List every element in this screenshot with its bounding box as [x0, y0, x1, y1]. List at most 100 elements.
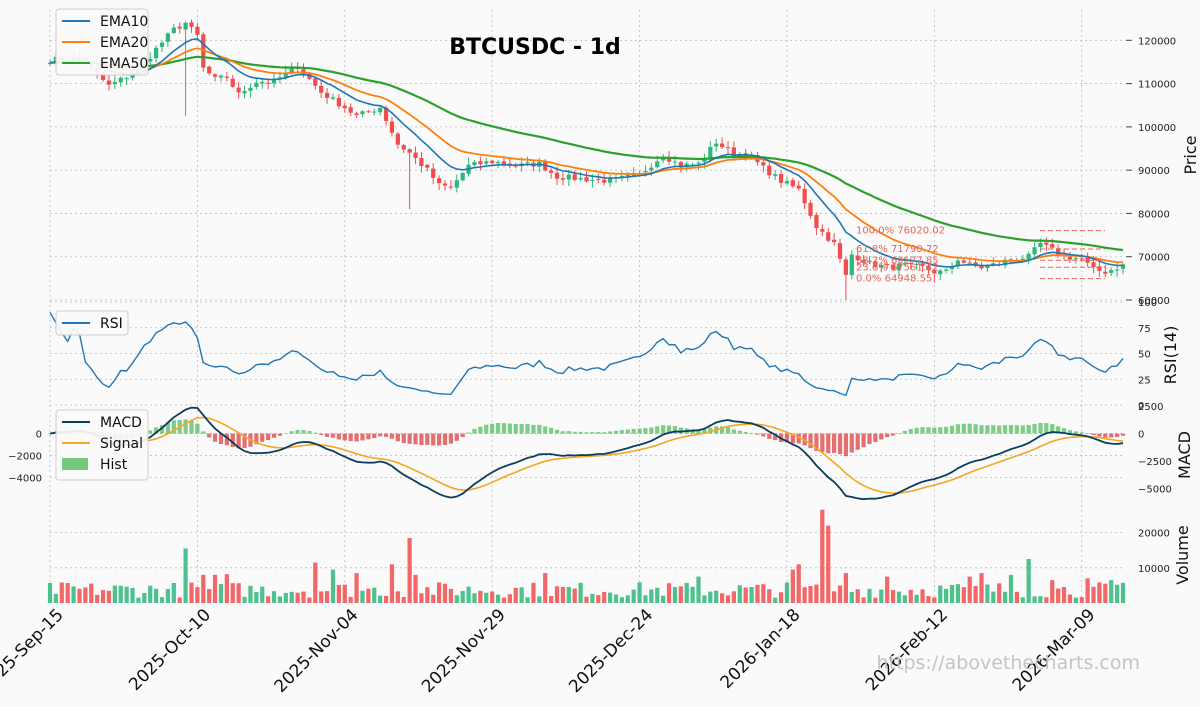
volume-bar [531, 582, 536, 603]
volume-bar [643, 595, 648, 603]
candle-body [784, 181, 790, 184]
macd-hist-bar [1067, 430, 1073, 434]
volume-bar [260, 586, 265, 603]
macd-hist-bar [419, 433, 424, 446]
volume-bar [277, 596, 283, 603]
candle-body [1091, 262, 1096, 268]
macd-hist-bar [201, 431, 206, 434]
candle-body [1114, 269, 1120, 271]
volume-bar [283, 592, 288, 603]
candle-body [401, 145, 406, 150]
candle-body [607, 178, 613, 183]
macd-hist-bar [383, 433, 389, 437]
macd-hist-bar [207, 433, 212, 438]
candle-body [124, 78, 129, 80]
candle-body [383, 107, 389, 121]
macd-hist-bar [737, 430, 742, 434]
macd-hist-bar [165, 422, 171, 434]
candle-body [938, 270, 943, 275]
volume-bar [637, 582, 642, 603]
volume-bar [507, 594, 512, 603]
x-tick-label: 2026-Feb-12 [862, 605, 952, 695]
candle-body [1067, 256, 1073, 260]
volume-bar [991, 591, 996, 603]
macd-hist-bar [372, 433, 377, 439]
volume-bar [495, 594, 501, 603]
candle-body [584, 177, 589, 182]
candle-body [271, 78, 277, 84]
candle-body [395, 133, 400, 145]
candle-body [313, 78, 318, 86]
volume-bar [849, 592, 854, 603]
volume-bar [560, 586, 566, 603]
macd-hist-bar [501, 423, 507, 434]
macd-hist-bar [183, 419, 188, 434]
macd-hist-bar [926, 427, 931, 434]
macd-hist-bar [613, 430, 619, 434]
volume-bar [832, 591, 837, 603]
macd-hist-bar [578, 431, 583, 434]
volume-bar [955, 584, 961, 603]
fib-level-label: 0.0% 64948.55 [856, 274, 932, 285]
volume-bar [490, 591, 495, 603]
candle-body [678, 162, 683, 168]
candle-body [254, 82, 259, 87]
volume-bar [266, 596, 271, 603]
macd-hist-bar [454, 433, 459, 441]
macd-hist-bar [1044, 423, 1049, 434]
macd-hist-bar [1097, 433, 1102, 437]
volume-bar [902, 595, 907, 603]
volume-bar [519, 587, 524, 603]
candle-body [979, 265, 984, 269]
macd-hist-bar [1073, 431, 1078, 434]
candle-body [436, 178, 442, 184]
volume-bar [207, 589, 212, 603]
macd-hist-bar [266, 433, 271, 441]
volume-bar [230, 583, 235, 603]
macd-hist-bar [277, 433, 283, 436]
candle-body [495, 162, 501, 164]
candle-body [407, 149, 412, 153]
macd-hist-bar [861, 433, 866, 448]
candle-body [525, 162, 530, 164]
volume-bar [195, 587, 200, 603]
volume-bar [1103, 583, 1108, 603]
volume-bar [808, 586, 813, 603]
macd-hist-bar [354, 433, 359, 442]
price-tick-label: 100000 [1138, 123, 1176, 134]
x-tick-label: 2026-Jan-18 [717, 605, 805, 693]
volume-tick-label: 20000 [1138, 529, 1170, 540]
candle-body [230, 78, 235, 87]
candle-body [148, 58, 153, 62]
candle-body [761, 162, 766, 166]
macd-hist-bar [755, 433, 760, 435]
volume-bar [879, 589, 884, 603]
macd-hist-bar [1020, 425, 1025, 434]
volume-bar [773, 597, 778, 603]
macd-hist-bar [761, 433, 766, 437]
candle-body [289, 67, 294, 73]
volume-bar [171, 583, 176, 603]
candle-body [985, 265, 990, 268]
candle-body [731, 147, 737, 158]
legend-swatch [62, 458, 88, 470]
candle-body [1085, 257, 1090, 263]
x-tick-label: 2026-Mar-09 [1009, 605, 1100, 696]
macd-hist-bar [360, 433, 365, 441]
price-tick-label: 120000 [1138, 36, 1176, 47]
volume-bar [59, 582, 64, 603]
candle-body [826, 232, 831, 241]
candle-body [1120, 264, 1126, 269]
candle-body [1038, 242, 1043, 247]
volume-bar [342, 584, 347, 603]
volume-bar [1073, 597, 1078, 603]
macd-hist-bar [1114, 433, 1120, 438]
ema10-line [49, 37, 1124, 268]
volume-panel [47, 509, 1126, 603]
candle-body [649, 167, 654, 171]
volume-bar [890, 589, 896, 603]
candle-body [967, 262, 972, 264]
volume-bar [590, 593, 595, 603]
macd-hist-bar [436, 433, 442, 446]
macd-hist-bar [997, 425, 1002, 434]
